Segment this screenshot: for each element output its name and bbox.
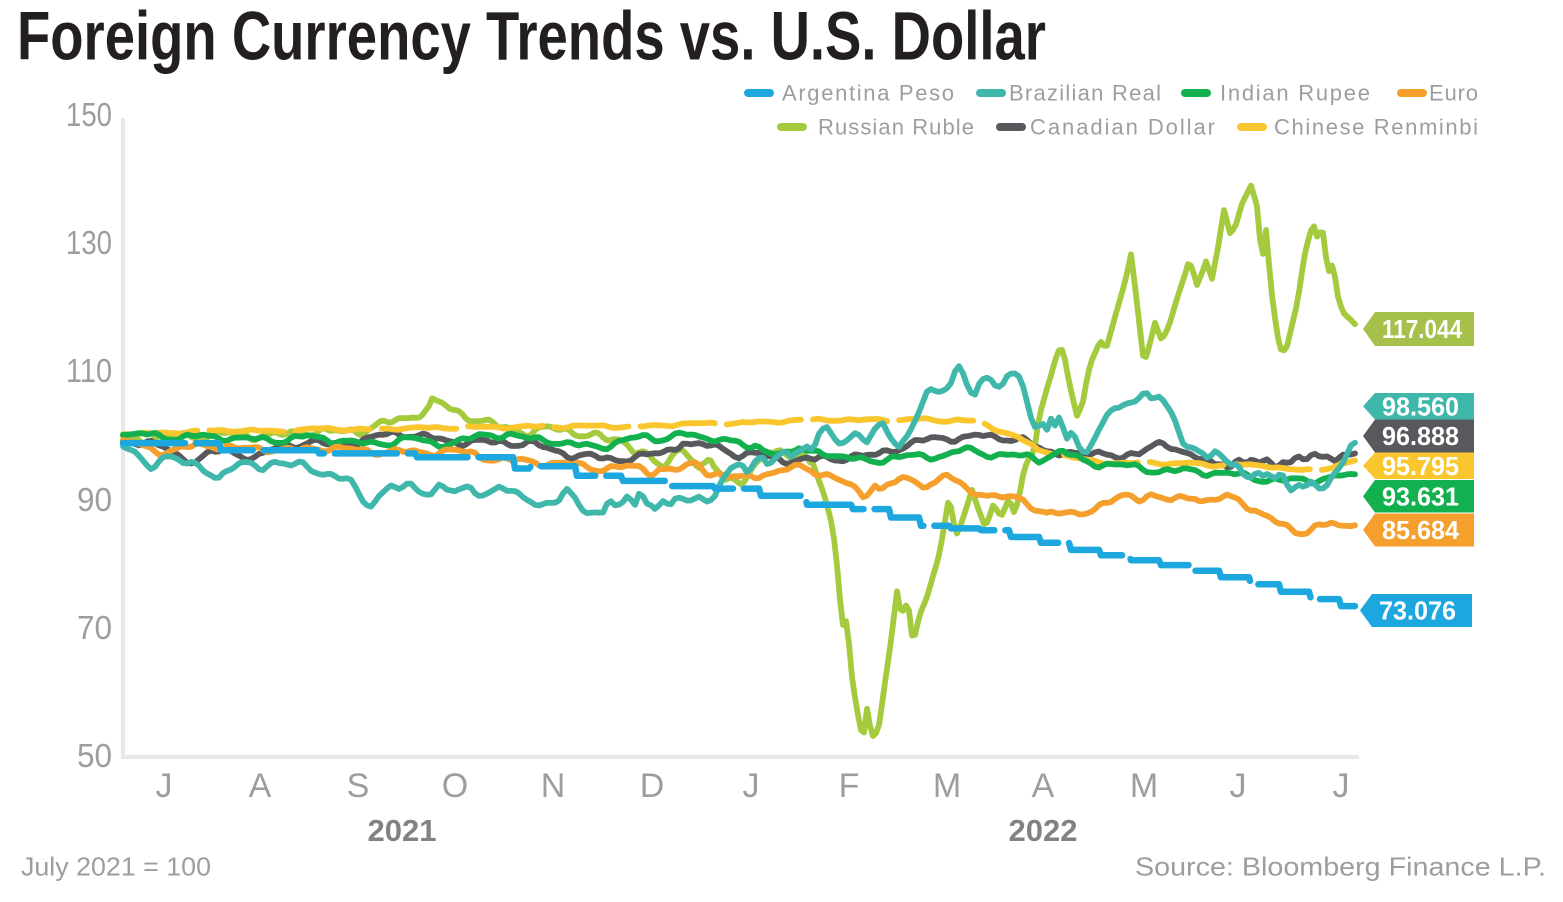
svg-text:M: M xyxy=(933,767,961,805)
svg-text:Chinese Renminbi: Chinese Renminbi xyxy=(1274,115,1478,140)
svg-text:J: J xyxy=(156,767,173,805)
svg-text:98.560: 98.560 xyxy=(1382,391,1459,421)
svg-text:F: F xyxy=(839,767,860,805)
svg-text:Indian Rupee: Indian Rupee xyxy=(1220,81,1370,106)
svg-text:Foreign Currency Trends vs. U.: Foreign Currency Trends vs. U.S. Dollar xyxy=(17,0,1046,75)
svg-text:A: A xyxy=(1032,767,1055,805)
svg-text:96.888: 96.888 xyxy=(1382,421,1459,451)
svg-text:93.631: 93.631 xyxy=(1382,481,1459,511)
svg-text:Canadian Dollar: Canadian Dollar xyxy=(1030,115,1215,140)
svg-text:J: J xyxy=(743,767,760,805)
svg-text:N: N xyxy=(541,767,566,805)
svg-text:150: 150 xyxy=(66,96,112,133)
svg-text:95.795: 95.795 xyxy=(1382,451,1459,481)
svg-text:J: J xyxy=(1333,767,1350,805)
svg-text:117.044: 117.044 xyxy=(1382,314,1462,344)
svg-text:85.684: 85.684 xyxy=(1382,515,1460,545)
svg-text:110: 110 xyxy=(66,352,112,389)
svg-text:2022: 2022 xyxy=(1009,813,1078,848)
svg-text:Source: Bloomberg Finance L.P.: Source: Bloomberg Finance L.P. xyxy=(1135,852,1546,882)
svg-text:A: A xyxy=(249,767,272,805)
svg-text:J: J xyxy=(1230,767,1247,805)
svg-text:O: O xyxy=(442,767,468,805)
svg-text:2021: 2021 xyxy=(368,813,437,848)
svg-text:Euro: Euro xyxy=(1429,81,1478,106)
svg-text:73.076: 73.076 xyxy=(1379,596,1456,626)
svg-text:50: 50 xyxy=(77,737,112,774)
svg-text:D: D xyxy=(640,767,665,805)
svg-text:Russian Ruble: Russian Ruble xyxy=(818,115,974,140)
svg-text:130: 130 xyxy=(66,224,112,261)
svg-text:90: 90 xyxy=(77,481,112,518)
svg-text:M: M xyxy=(1130,767,1158,805)
svg-text:S: S xyxy=(347,767,370,805)
svg-text:70: 70 xyxy=(77,609,112,646)
svg-text:Argentina Peso: Argentina Peso xyxy=(782,81,954,106)
svg-text:July 2021 = 100: July 2021 = 100 xyxy=(21,852,211,882)
svg-text:Brazilian Real: Brazilian Real xyxy=(1009,81,1161,106)
